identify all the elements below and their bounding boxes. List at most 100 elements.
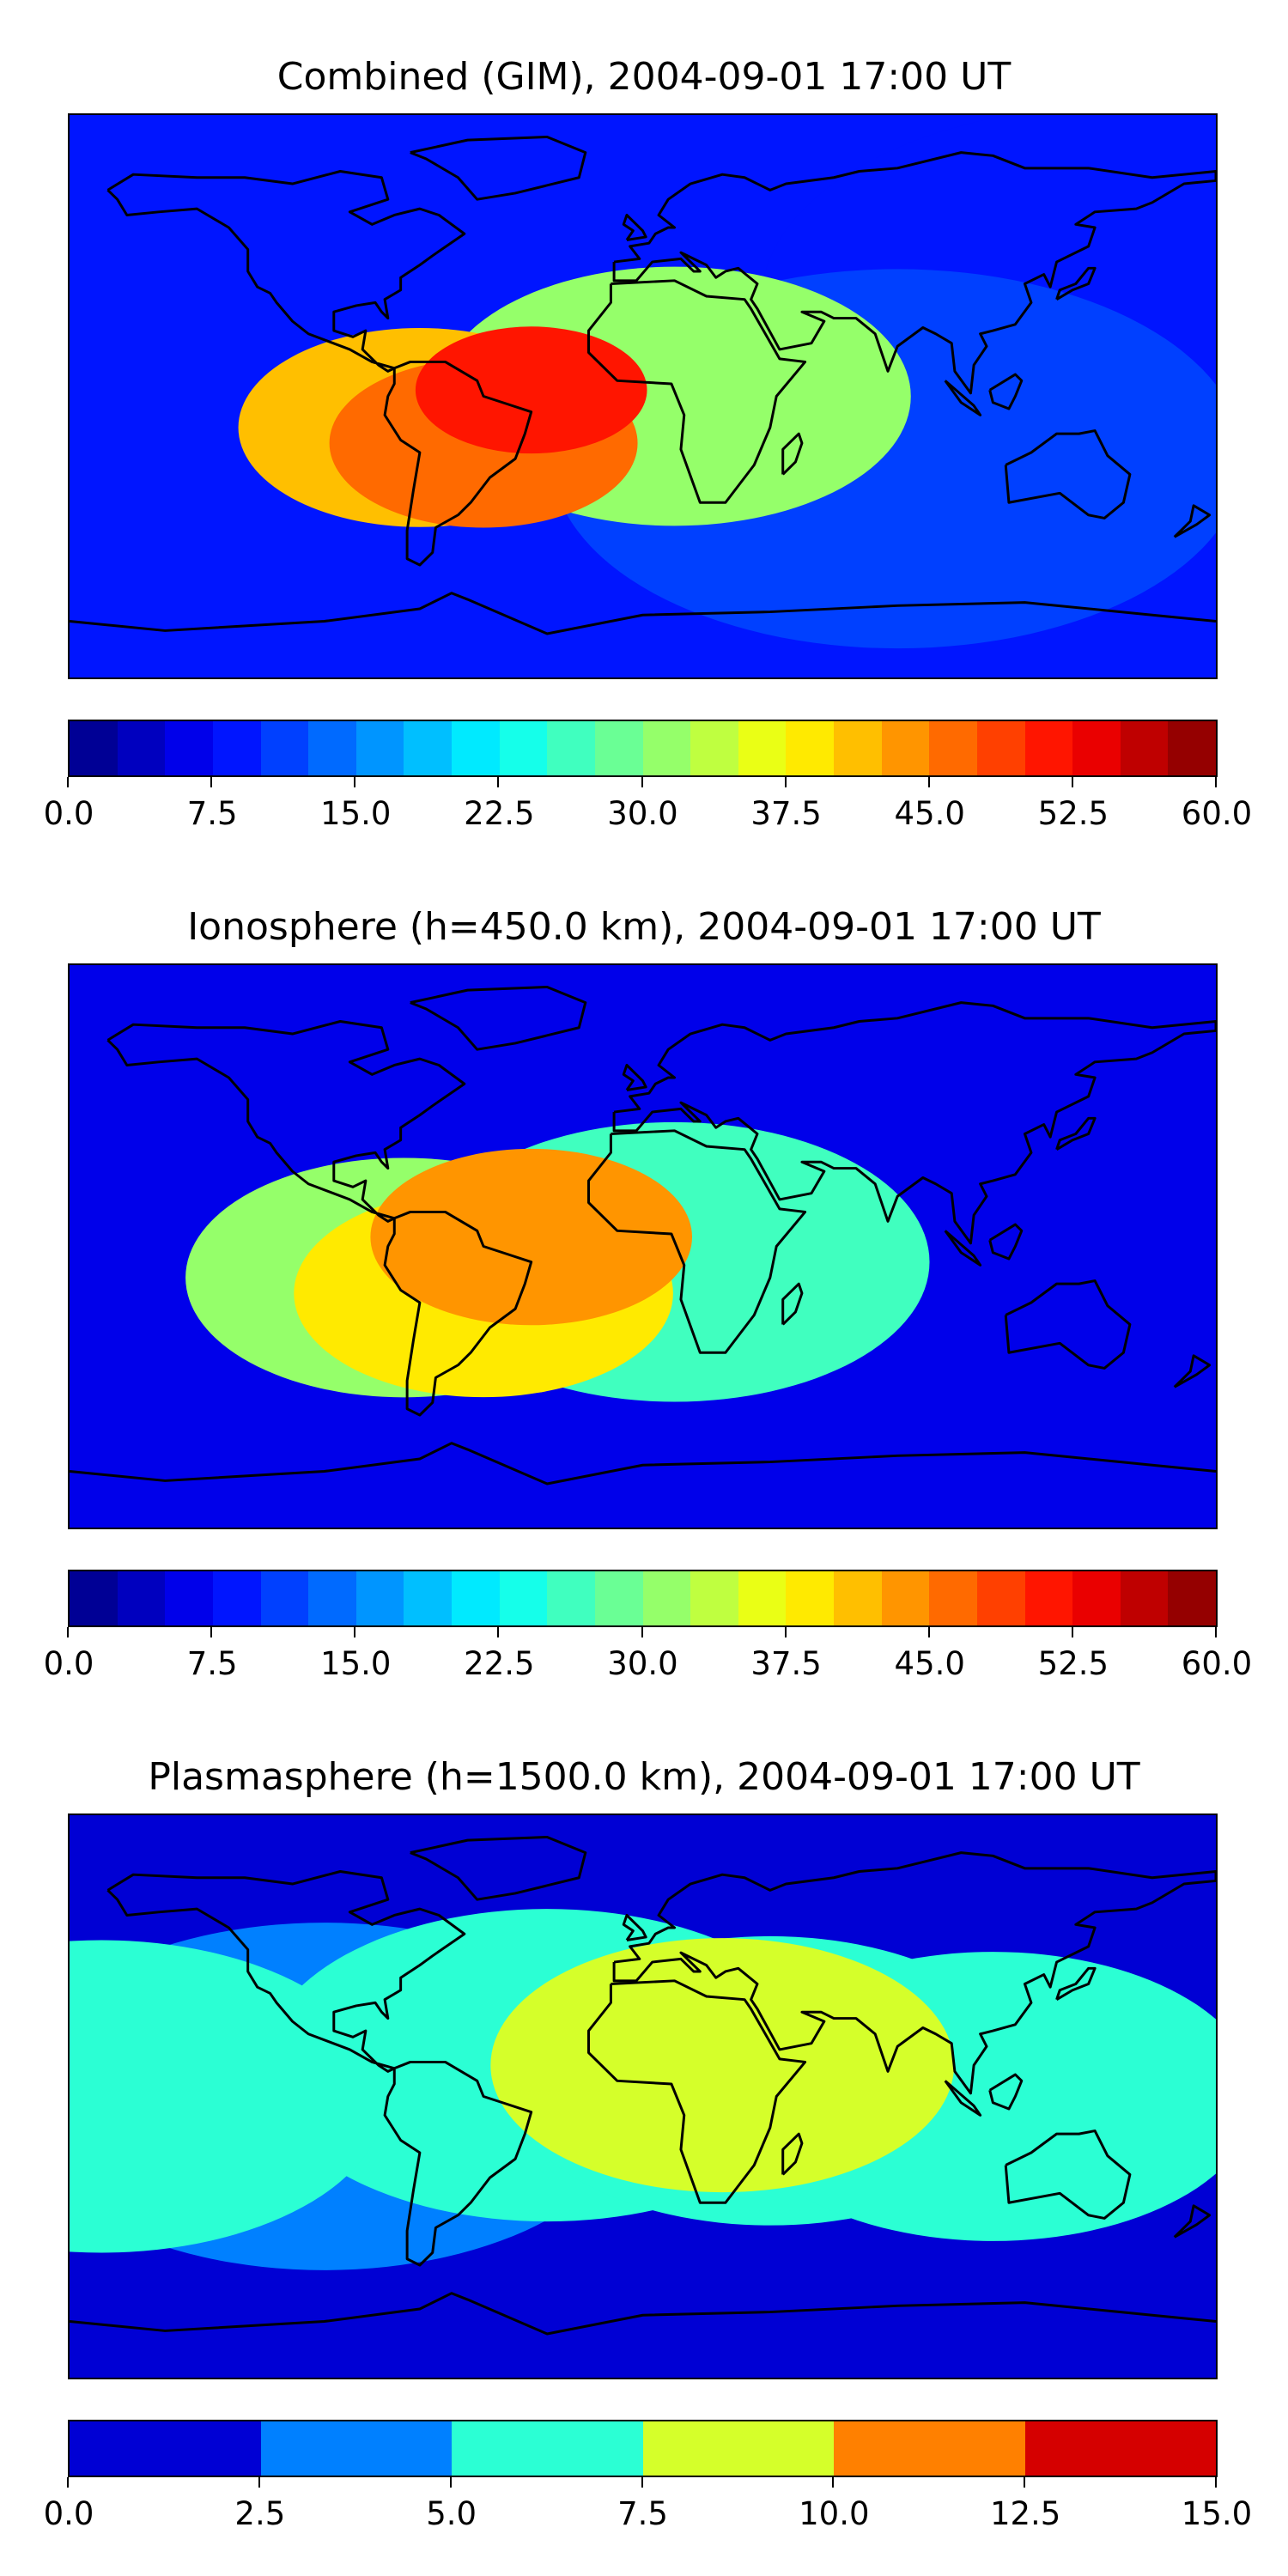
colorbar-segment [117, 1571, 166, 1625]
colorbar-segment [70, 721, 118, 775]
colorbar-tick [354, 1627, 356, 1637]
coastline [586, 279, 807, 504]
colorbar-segment [70, 2421, 261, 2476]
coastline [944, 1230, 982, 1267]
colorbar-segment [1120, 721, 1169, 775]
colorbar-tick [67, 1627, 69, 1637]
contour-region [370, 1148, 693, 1326]
colorbar-segment [690, 1571, 738, 1625]
colorbar-tick-label: 37.5 [750, 795, 822, 832]
colorbar-segment [1120, 1571, 1169, 1625]
coastline [70, 592, 1216, 635]
map-panel [68, 1814, 1218, 2379]
colorbar-segment [1072, 721, 1121, 775]
colorbar-tick [1024, 2477, 1026, 2488]
coastline [106, 1870, 466, 2073]
coastline [383, 360, 533, 567]
coastline [781, 432, 804, 476]
colorbar-tick [784, 777, 787, 787]
coastline [1055, 1116, 1097, 1151]
colorbar-segment [834, 1571, 882, 1625]
colorbar-segment [452, 2421, 643, 2476]
colorbar-segment [355, 1571, 404, 1625]
colorbar-segment [212, 1571, 261, 1625]
coastline [586, 1129, 807, 1354]
colorbar-tick [449, 2477, 452, 2488]
coastline [410, 985, 587, 1051]
colorbar-tick-label: 12.5 [989, 2495, 1061, 2532]
colorbar-segment [452, 721, 500, 775]
colorbar-segment [929, 1571, 977, 1625]
colorbar-tick [641, 2477, 643, 2488]
coastline [988, 1223, 1024, 1261]
colorbar-segment [976, 1571, 1025, 1625]
colorbar-tick-label: 15.0 [1181, 2495, 1253, 2532]
colorbar-segment [499, 1571, 548, 1625]
colorbar-tick-label: 15.0 [320, 1645, 392, 1682]
colorbar-segment [1024, 721, 1073, 775]
colorbar-tick-label: 0.0 [43, 795, 94, 832]
colorbar-tick [832, 2477, 835, 2488]
contour-region [490, 1938, 955, 2193]
colorbar-tick-label: 22.5 [464, 1645, 535, 1682]
colorbar-segment [212, 721, 261, 775]
coastline [586, 1979, 807, 2204]
chart-title: Plasmasphere (h=1500.0 km), 2004-09-01 1… [148, 1755, 1140, 1799]
colorbar-tick-label: 60.0 [1181, 795, 1253, 832]
coastline [383, 2060, 533, 2267]
colorbar-tick [67, 777, 69, 787]
colorbar-segment [1072, 1571, 1121, 1625]
colorbar-tick [354, 777, 356, 787]
colorbar-tick-label: 52.5 [1037, 795, 1109, 832]
colorbar-tick [1215, 2477, 1217, 2488]
coastline [988, 373, 1024, 410]
coastline [944, 2080, 982, 2117]
colorbar-tick-label: 0.0 [43, 2495, 94, 2532]
colorbar-tick [210, 1627, 213, 1637]
colorbar-tick-label: 7.5 [186, 795, 238, 832]
map-panel [68, 963, 1218, 1529]
colorbar-tick [497, 777, 500, 787]
colorbar-segment [404, 1571, 452, 1625]
colorbar-tick-label: 30.0 [607, 795, 678, 832]
colorbar-segment [929, 721, 977, 775]
colorbar-tick-label: 52.5 [1037, 1645, 1109, 1682]
contour-map [70, 1815, 1216, 2378]
colorbar-segment [834, 2421, 1025, 2476]
colorbar-tick-label: 7.5 [617, 2495, 668, 2532]
colorbar [68, 1570, 1218, 1627]
colorbar-tick-label: 22.5 [464, 795, 535, 832]
colorbar-tick [1215, 1627, 1217, 1637]
colorbar-segment [260, 721, 309, 775]
colorbar-tick [927, 777, 930, 787]
coastline [1004, 429, 1132, 519]
coastline [1004, 1279, 1132, 1370]
colorbar-segment [260, 2421, 452, 2476]
coastline [622, 1913, 647, 1941]
colorbar-segment [642, 2421, 834, 2476]
colorbar-segment [976, 721, 1025, 775]
coastline [1173, 504, 1212, 538]
colorbar-tick [784, 1627, 787, 1637]
coastline [781, 2132, 804, 2176]
colorbar-segment [1024, 1571, 1073, 1625]
coastline [410, 135, 587, 201]
coastline [70, 2292, 1216, 2336]
colorbar-segment [642, 721, 691, 775]
colorbar-segment [1168, 1571, 1216, 1625]
coastline [622, 1063, 647, 1091]
colorbar-segment [452, 1571, 500, 1625]
colorbar-segment [786, 1571, 834, 1625]
coastline [612, 1001, 1216, 1245]
colorbar-tick-label: 15.0 [320, 795, 392, 832]
colorbar-tick [258, 2477, 260, 2488]
colorbar-tick [1071, 1627, 1073, 1637]
coastline [410, 1835, 587, 1901]
colorbar-segment [594, 1571, 643, 1625]
coastline [612, 1851, 1216, 2095]
contour-map [70, 115, 1216, 677]
colorbar-segment [881, 721, 930, 775]
colorbar-segment [117, 721, 166, 775]
colorbar [68, 2420, 1218, 2477]
coastline [1173, 1354, 1212, 1388]
